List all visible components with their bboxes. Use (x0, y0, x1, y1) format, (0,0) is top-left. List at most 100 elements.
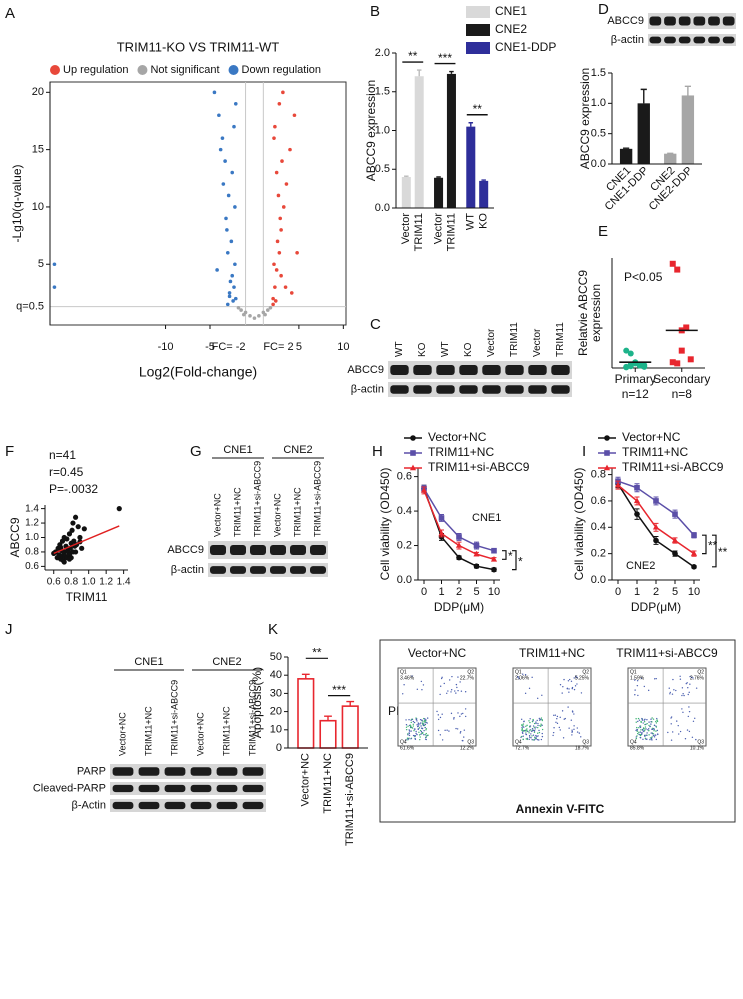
flow-dot (656, 719, 658, 721)
blot-band (164, 801, 186, 810)
flow-dot (531, 730, 533, 733)
point (225, 250, 230, 255)
point (275, 239, 280, 244)
legend-label: CNE1 (495, 4, 527, 18)
flow-dot (528, 687, 531, 690)
blot-band (138, 801, 160, 810)
flow-dot (405, 719, 407, 721)
significance-label: * (508, 549, 513, 563)
flow-dot (406, 737, 409, 739)
blot-row-label: β-Actin (72, 799, 106, 811)
significance-label: ** (312, 645, 322, 659)
blot-band (250, 544, 266, 556)
y-axis-label: ABCC9 (8, 517, 22, 557)
flow-dot (636, 735, 638, 737)
point (653, 537, 659, 544)
flow-dot (648, 730, 650, 732)
point (217, 113, 221, 118)
flow-dot (522, 723, 525, 725)
point (288, 147, 292, 152)
x-tick-label: Primary (615, 372, 656, 386)
point (66, 531, 73, 537)
flow-dot (654, 678, 656, 680)
flow-dot (422, 721, 424, 723)
point (690, 550, 698, 556)
flow-dot (573, 725, 575, 727)
flow-dot (643, 719, 645, 721)
lane-label: TRIM11+NC (143, 706, 153, 756)
panel-label: I (582, 443, 586, 460)
flow-dot (635, 729, 637, 732)
flow-dot (639, 731, 642, 733)
point (653, 498, 659, 504)
flow-dot (561, 692, 563, 694)
threshold-label: FC= -2 (212, 341, 246, 353)
point (273, 124, 277, 129)
x-tick-label: Vector (400, 213, 412, 245)
group-label: CNE2 (212, 656, 241, 668)
flow-dot (537, 697, 539, 700)
quadrant-name: Q1 (400, 669, 407, 675)
flow-dot (635, 737, 638, 740)
point (223, 159, 227, 163)
blot-band (649, 16, 662, 26)
flow-dot (423, 734, 425, 736)
y-tick-label: 1.0 (25, 532, 39, 543)
point (272, 136, 276, 140)
quadrant-value: 12.2% (460, 745, 475, 751)
point (52, 285, 57, 289)
flow-dot (410, 721, 412, 724)
flow-dot (533, 730, 536, 732)
lane-label: Vector+NC (195, 712, 205, 756)
flow-dot (682, 693, 684, 695)
flow-dot (423, 724, 426, 727)
error-bar (301, 673, 310, 679)
flow-dot (537, 724, 539, 727)
flow-dot (529, 718, 531, 720)
flow-dot (643, 721, 646, 723)
flow-dot (408, 732, 410, 734)
flow-dot (518, 678, 520, 680)
flow-dot (525, 731, 527, 733)
point (627, 361, 634, 368)
x-tick-label: 10 (688, 586, 700, 598)
x-tick-label: Vector+NC (300, 753, 312, 807)
flow-dot (437, 718, 440, 721)
quadrant-name: Q1 (630, 669, 637, 675)
blot-band (678, 16, 691, 26)
point (274, 268, 279, 272)
quadrant-value: 3.46% (400, 675, 415, 681)
flow-dot (522, 729, 524, 732)
point (229, 239, 234, 244)
flow-dot (403, 684, 405, 686)
point (215, 268, 219, 272)
panel-label: A (5, 5, 15, 22)
point (456, 554, 462, 561)
panel-label: J (5, 621, 13, 638)
flow-dot (525, 729, 528, 731)
flow-dot (646, 738, 648, 740)
flow-dot (679, 678, 682, 680)
flow-dot (644, 735, 646, 737)
point (289, 291, 294, 295)
legend-label: CNE1-DDP (495, 40, 556, 54)
flow-dot (569, 678, 571, 681)
flow-dot (425, 732, 427, 735)
flow-dot (453, 717, 455, 719)
flow-dot (421, 719, 423, 721)
point (683, 324, 690, 331)
flow-dot (421, 688, 423, 691)
n-label: n=12 (622, 387, 649, 401)
flow-dot (638, 733, 640, 736)
flow-dot (425, 721, 427, 724)
y-tick-label: 20 (32, 86, 44, 98)
flow-dot (687, 687, 689, 689)
inner-label: CNE2 (626, 560, 655, 572)
flow-dot (573, 728, 575, 731)
flow-dot (463, 736, 465, 738)
quadrant-value: 72.7% (515, 745, 530, 751)
flow-dot (422, 684, 425, 686)
flow-dot (528, 725, 531, 728)
y-tick-label: 20 (270, 706, 282, 718)
blot-band (138, 784, 160, 793)
